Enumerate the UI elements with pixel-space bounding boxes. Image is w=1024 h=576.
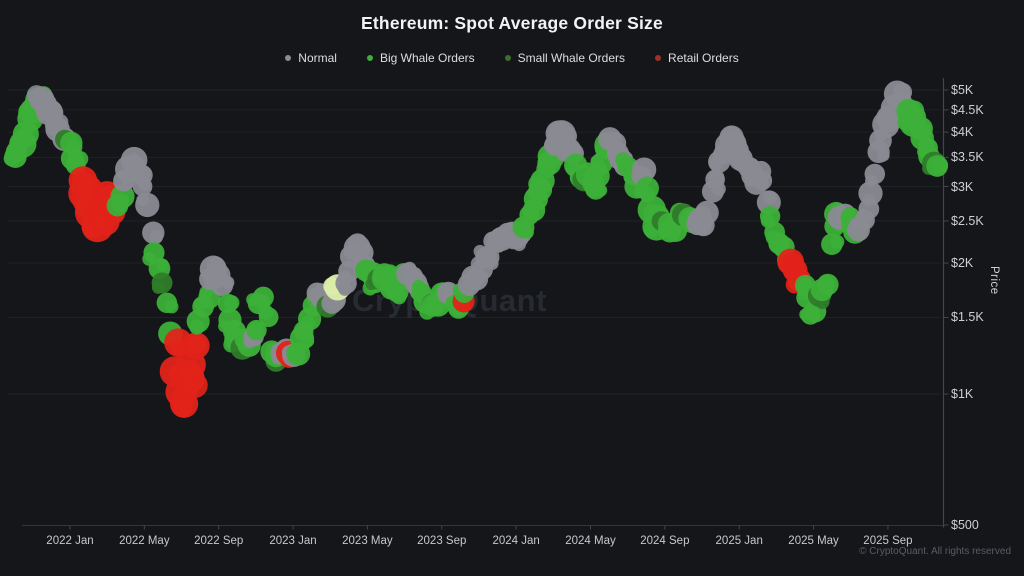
data-point-b	[524, 199, 538, 213]
legend-item-small-whale-orders[interactable]: Small Whale Orders	[504, 51, 626, 65]
data-point-r	[187, 335, 207, 355]
data-point-n	[149, 230, 164, 244]
data-point-r	[460, 301, 472, 312]
data-point-n	[857, 208, 870, 221]
data-point-r	[172, 397, 193, 418]
y-tick-label: $2K	[951, 256, 974, 271]
y-tick-label: $500	[951, 518, 979, 532]
x-tick-label: 2022 Sep	[194, 535, 244, 547]
data-point-b	[165, 300, 179, 314]
data-point-b	[615, 152, 631, 168]
data-point-n	[486, 257, 499, 270]
legend-dot-icon	[504, 55, 511, 61]
x-tick-label: 2023 Jan	[269, 535, 317, 547]
data-point-b	[412, 279, 426, 293]
data-point-n	[136, 193, 149, 207]
x-tick-label: 2024 May	[565, 535, 616, 547]
data-point-n	[633, 167, 646, 180]
data-point-n	[338, 270, 352, 285]
data-point-b	[248, 321, 264, 337]
x-tick-label: 2023 May	[342, 535, 393, 547]
x-tick-label: 2025 Jan	[715, 535, 763, 547]
data-point-r	[180, 359, 201, 380]
data-point-n	[136, 165, 152, 180]
data-point-n	[708, 169, 725, 185]
data-point-b	[300, 315, 316, 331]
data-point-b	[391, 289, 407, 305]
data-point-b	[932, 157, 949, 174]
y-tick-label: $5K	[951, 83, 974, 97]
y-tick-label: $4K	[951, 125, 974, 140]
price-axis-title: Price	[988, 266, 1000, 295]
data-point-n	[750, 167, 764, 181]
x-tick-label: 2024 Sep	[640, 535, 690, 547]
data-point-b	[819, 275, 835, 292]
data-point-s	[151, 281, 165, 294]
legend-dot-icon	[285, 55, 292, 61]
data-point-b	[590, 154, 604, 168]
data-point-n	[221, 275, 235, 290]
data-point-b	[258, 304, 274, 320]
x-tick-label: 2022 Jan	[46, 535, 94, 547]
y-tick-label: $1K	[951, 387, 974, 402]
x-tick-label: 2025 May	[788, 535, 839, 547]
data-point-b	[72, 151, 89, 167]
data-point-n	[762, 190, 777, 205]
data-point-n	[696, 220, 712, 236]
x-tick-label: 2023 Sep	[417, 535, 467, 547]
data-point-b	[156, 258, 169, 271]
legend-label: Big Whale Orders	[379, 51, 475, 65]
data-point-n	[865, 174, 878, 187]
y-tick-label: $4.5K	[951, 102, 984, 117]
y-tick-label: $3.5K	[951, 150, 984, 165]
y-tick-label: $3K	[951, 179, 974, 194]
x-tick-label: 2025 Sep	[863, 535, 913, 547]
chart-legend: Normal Big Whale Orders Small Whale Orders…	[0, 49, 1024, 67]
y-tick-label: $2.5K	[951, 213, 984, 228]
data-point-n	[695, 205, 711, 221]
x-tick-label: 2024 Jan	[492, 535, 540, 547]
page-title: Ethereum: Spot Average Order Size	[361, 13, 663, 33]
data-point-n	[349, 239, 365, 255]
legend-item-retail-orders[interactable]: Retail Orders	[655, 51, 739, 65]
legend-dot-icon	[366, 55, 373, 61]
data-point-b	[521, 226, 534, 239]
data-point-n	[338, 282, 352, 296]
x-tick-label: 2022 May	[119, 535, 170, 547]
legend-label: Small Whale Orders	[517, 51, 626, 65]
legend-label: Retail Orders	[668, 51, 739, 65]
data-point-r	[169, 338, 187, 356]
data-point-n	[138, 178, 151, 192]
data-point-b	[189, 319, 205, 335]
data-point-n	[127, 153, 141, 167]
data-point-b	[909, 106, 924, 121]
data-point-b	[528, 175, 546, 193]
data-point-n	[44, 102, 58, 115]
data-point-b	[772, 235, 788, 252]
data-point-b	[224, 295, 240, 311]
legend-label: Normal	[298, 51, 337, 65]
y-tick-label: $1.5K	[951, 310, 984, 325]
legend-item-normal[interactable]: Normal	[285, 51, 337, 65]
data-point-n	[877, 149, 890, 162]
data-point-n	[562, 140, 576, 154]
data-point-b	[114, 193, 129, 208]
legend-item-big-whale-orders[interactable]: Big Whale Orders	[366, 51, 475, 65]
copyright-notice: © CryptoQuant. All rights reserved	[859, 546, 1011, 557]
data-point-b	[830, 234, 845, 249]
legend-dot-icon	[655, 55, 662, 61]
data-point-n	[862, 193, 876, 207]
